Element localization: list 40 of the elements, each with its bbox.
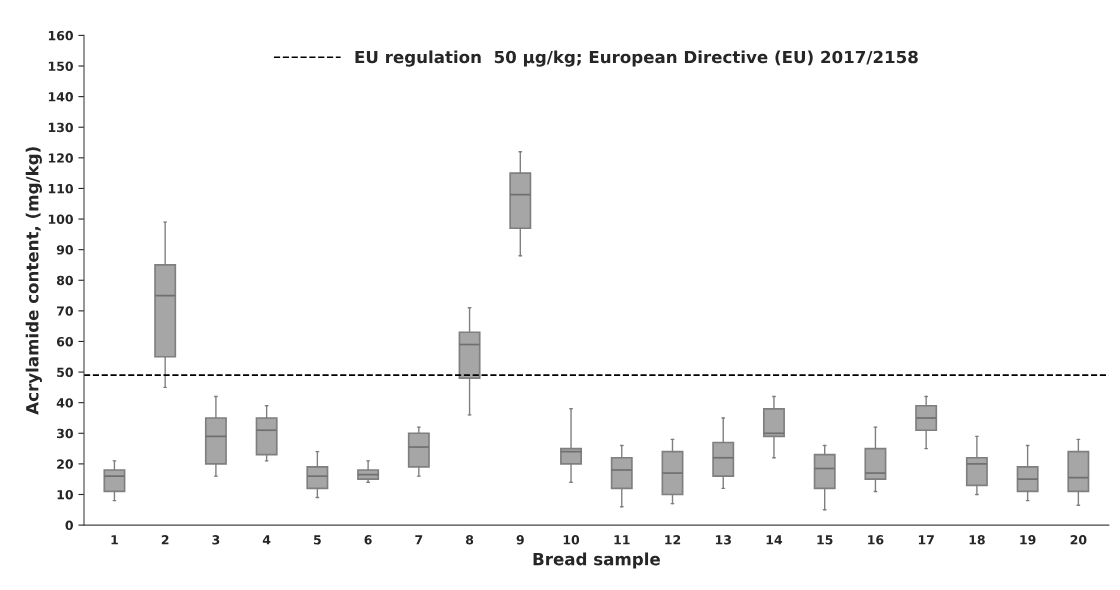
x-tick-label: 14 [766, 535, 783, 545]
x-tick-label: 19 [1020, 535, 1036, 545]
y-tick-label: 50 [57, 367, 73, 377]
y-tick-label: 10 [57, 489, 73, 500]
x-tick-label: 7 [415, 535, 423, 545]
y-tick-label: 150 [48, 61, 73, 71]
y-tick-label: 110 [48, 183, 73, 194]
x-tick-label: 18 [969, 535, 985, 545]
x-tick-label: 20 [1070, 535, 1087, 545]
y-tick-label: 160 [48, 30, 73, 41]
x-tick-label: 3 [212, 535, 220, 545]
y-tick-label: 90 [56, 245, 73, 255]
x-tick-label: 15 [817, 535, 833, 545]
y-tick-label: 0 [65, 520, 73, 531]
x-tick-label: 11 [614, 535, 630, 545]
x-tick-label: 1 [111, 535, 118, 545]
x-tick-label: 12 [665, 535, 681, 545]
y-tick-label: 70 [57, 306, 73, 316]
x-tick-label: 6 [364, 535, 372, 545]
x-tick-label: 8 [465, 535, 474, 545]
y-tick-label: 100 [48, 214, 73, 224]
y-tick-label: 130 [48, 122, 73, 133]
x-axis-title: Bread sample [533, 552, 660, 569]
y-tick-label: 30 [57, 428, 73, 439]
legend-label: EU regulation 50 μg/kg; European Directive (EU) 2017/2158 [355, 50, 918, 67]
y-tick-label: 80 [56, 275, 73, 286]
y-tick-label: 120 [48, 153, 73, 163]
y-tick-label: 40 [56, 398, 73, 408]
y-tick-label: 20 [57, 459, 73, 469]
x-tick-label: 17 [918, 535, 934, 545]
x-tick-label: 13 [715, 535, 731, 545]
y-tick-label: 140 [48, 92, 73, 102]
x-tick-label: 2 [161, 535, 169, 545]
x-tick-label: 16 [868, 535, 884, 545]
x-tick-label: 4 [262, 535, 271, 545]
y-tick-label: 60 [56, 336, 73, 347]
x-tick-label: 10 [563, 535, 580, 545]
y-axis-title: Acrylamide content, (mg/kg) [25, 147, 42, 415]
x-tick-label: 9 [516, 535, 524, 545]
x-tick-label: 5 [313, 535, 321, 545]
